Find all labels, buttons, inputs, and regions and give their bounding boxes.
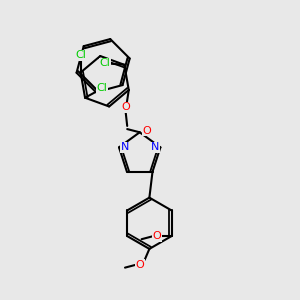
Text: O: O <box>121 102 130 112</box>
Text: N: N <box>120 142 129 152</box>
Text: N: N <box>151 142 159 152</box>
Text: O: O <box>142 126 151 136</box>
Text: Cl: Cl <box>97 83 108 93</box>
Text: Cl: Cl <box>100 58 110 68</box>
Text: O: O <box>152 231 161 241</box>
Text: Cl: Cl <box>75 50 86 60</box>
Text: O: O <box>136 260 144 269</box>
